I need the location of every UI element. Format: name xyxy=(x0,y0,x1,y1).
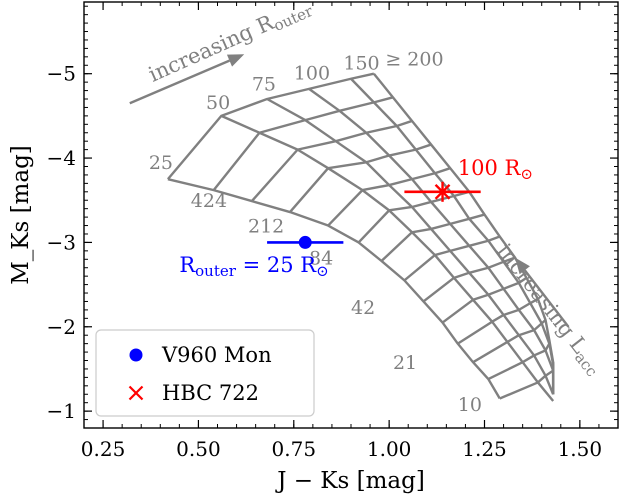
data-point-circle-0 xyxy=(267,235,344,249)
grid-label-0: 25 xyxy=(149,152,173,174)
x-tick-label-2: 0.75 xyxy=(272,437,317,461)
legend-marker-circle-0 xyxy=(129,348,143,362)
grid-line-lacc-11 xyxy=(472,319,547,364)
grid-label-9: 42 xyxy=(351,297,375,319)
y-tick-label-1: −2 xyxy=(47,315,76,339)
grid-line-lacc-9 xyxy=(441,276,528,324)
data-point-x-1 xyxy=(404,181,481,202)
grid-line-lacc-5 xyxy=(357,190,470,244)
y-tick-label-4: −5 xyxy=(47,62,76,86)
router-arrow-head xyxy=(226,54,245,67)
data-points xyxy=(267,181,481,249)
axes: 0.25 0.50 0.75 1.00 1.25 1.50 −1 −2 −3 −4 −5 J − Ks… xyxy=(8,1,619,494)
annotation-3-text: R xyxy=(179,253,196,277)
annotation-2: 100 R⊙ xyxy=(458,156,533,183)
grid-line-lacc-0 xyxy=(166,72,375,180)
grid-label-7: 212 xyxy=(248,215,284,237)
lacc-arrow-head xyxy=(515,257,530,275)
legend-box xyxy=(95,329,315,417)
grid-label-2: 75 xyxy=(252,74,276,96)
y-tick-label-2: −3 xyxy=(47,230,76,254)
marker-circle-0 xyxy=(298,235,312,249)
x-tick-label-4: 1.25 xyxy=(462,437,507,461)
grid-line-lacc-2 xyxy=(250,119,413,202)
grid-line-lacc-3 xyxy=(289,143,432,213)
annotation-3-sub: outer xyxy=(195,262,237,280)
grid-line-lacc-1 xyxy=(212,96,394,191)
y-tick-label-3: −4 xyxy=(47,146,76,170)
grid-label-5: ≥ 200 xyxy=(385,48,443,70)
grid-line-lacc-6 xyxy=(380,213,485,262)
lacc-arrow-shaft xyxy=(523,269,570,328)
grid-label-4: 150 xyxy=(343,52,379,74)
annotation-3: Router = 25 R⊙ xyxy=(179,253,328,280)
router-arrow-shaft xyxy=(129,59,230,105)
legend-marker-x-b-1 xyxy=(128,385,144,401)
y-tick-label-0: −1 xyxy=(47,399,76,423)
grid-line-lacc-8 xyxy=(422,256,516,303)
annotation-2-text: 100 R xyxy=(458,156,522,180)
grid-line-lacc-7 xyxy=(403,235,501,282)
lacc-arrow xyxy=(515,257,570,328)
x-tick-label-1: 0.50 xyxy=(176,437,221,461)
grid-label-3: 100 xyxy=(294,63,330,85)
x-tick-label-0: 0.25 xyxy=(81,437,126,461)
annotation-3-suffix: = 25 R xyxy=(236,253,317,277)
x-axis-label: J − Ks [mag] xyxy=(275,468,425,494)
x-tick-label-5: 1.50 xyxy=(558,437,603,461)
annotation-3-sub2: ⊙ xyxy=(316,262,329,280)
grid-label-11: 10 xyxy=(458,394,482,416)
legend-label-1: HBC 722 xyxy=(162,381,259,405)
trend-arrows xyxy=(129,54,570,328)
annotation-2-sub: ⊙ xyxy=(520,165,533,183)
grid-line-lacc-10 xyxy=(457,297,539,345)
legend-label-0: V960 Mon xyxy=(161,343,272,367)
grid-line-router-25 xyxy=(167,177,501,400)
grid-line-lacc-12 xyxy=(487,340,551,381)
x-tick-label-3: 1.00 xyxy=(367,437,412,461)
grid-label-6: 424 xyxy=(191,190,227,212)
grid-label-10: 21 xyxy=(393,352,417,374)
grid-line-lacc-4 xyxy=(327,167,451,227)
grid-label-8: 84 xyxy=(309,247,333,269)
model-grid xyxy=(166,72,555,402)
y-axis-label: M_Ks [mag] xyxy=(8,145,34,285)
grid-line-lacc-13 xyxy=(499,362,555,400)
legend: V960 Mon HBC 722 xyxy=(95,329,315,417)
router-arrow xyxy=(129,54,245,105)
grid-label-1: 50 xyxy=(206,92,230,114)
